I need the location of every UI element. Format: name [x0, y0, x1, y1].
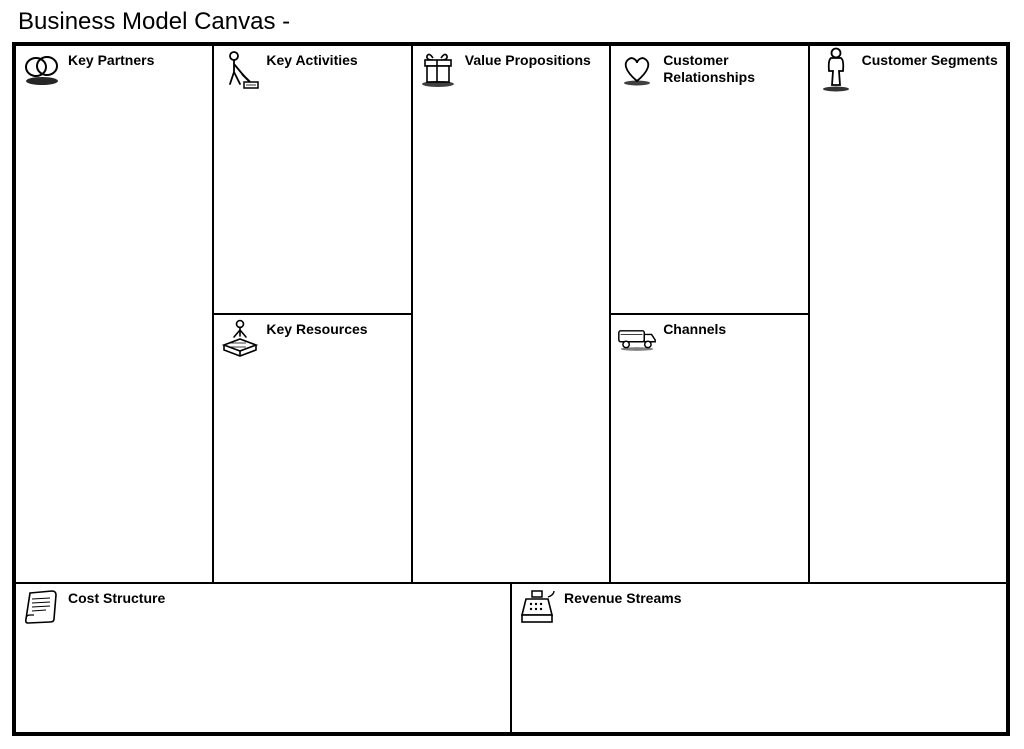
rings-icon [22, 50, 62, 90]
block-label: Key Activities [266, 50, 357, 69]
register-icon [518, 588, 558, 628]
document-icon [22, 588, 62, 628]
block-key-resources: Key Resources [213, 314, 411, 583]
block-label: Customer Relationships [663, 50, 801, 86]
block-customer-relationships: Customer Relationships [610, 45, 808, 314]
block-label: Value Propositions [465, 50, 591, 69]
block-key-partners: Key Partners [15, 45, 213, 583]
block-cost-structure: Cost Structure [15, 583, 511, 733]
person-icon [816, 50, 856, 90]
block-revenue-streams: Revenue Streams [511, 583, 1007, 733]
block-label: Key Resources [266, 319, 367, 338]
block-label: Cost Structure [68, 588, 165, 607]
block-label: Customer Segments [862, 50, 998, 69]
block-customer-segments: Customer Segments [809, 45, 1007, 583]
block-label: Channels [663, 319, 726, 338]
business-model-canvas: Key Partners Key Activities [12, 42, 1010, 736]
pallet-icon [220, 319, 260, 359]
block-key-activities: Key Activities [213, 45, 411, 314]
block-channels: Channels [610, 314, 808, 583]
block-label: Key Partners [68, 50, 154, 69]
truck-icon [617, 319, 657, 359]
page-title: Business Model Canvas - [12, 8, 1012, 36]
worker-icon [220, 50, 260, 90]
block-value-propositions: Value Propositions [412, 45, 610, 583]
gift-icon [419, 50, 459, 90]
block-label: Revenue Streams [564, 588, 682, 607]
heart-icon [617, 50, 657, 90]
